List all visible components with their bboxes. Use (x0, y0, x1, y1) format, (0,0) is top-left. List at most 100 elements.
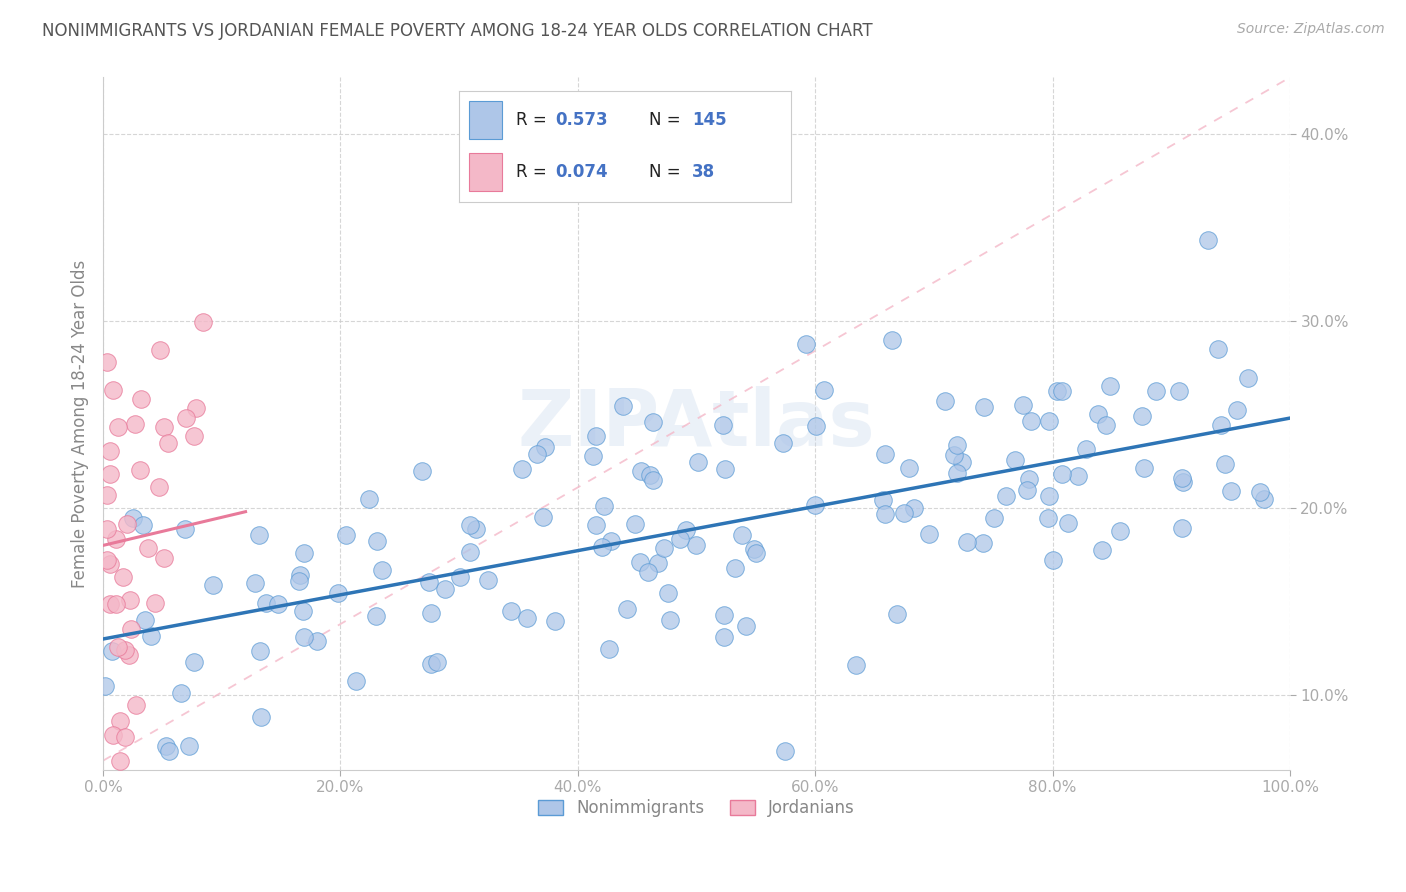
Point (804, 418, 827, 433)
Point (875, 507, 897, 521)
Point (104, 598, 127, 612)
Point (132, 518, 155, 533)
Point (1050, 384, 1073, 398)
Point (893, 506, 915, 520)
Point (458, 518, 481, 533)
Point (153, 551, 176, 566)
Point (426, 655, 449, 669)
Point (516, 611, 538, 625)
Point (371, 563, 394, 577)
Text: NONIMMIGRANTS VS JORDANIAN FEMALE POVERTY AMONG 18-24 YEAR OLDS CORRELATION CHAR: NONIMMIGRANTS VS JORDANIAN FEMALE POVERT… (42, 22, 873, 40)
Point (886, 607, 908, 621)
Point (124, 417, 146, 431)
Point (98, 467, 121, 482)
Point (115, 517, 138, 532)
Point (873, 447, 896, 461)
Point (526, 447, 548, 461)
Point (186, 401, 208, 415)
Point (287, 574, 309, 588)
Point (100, 597, 122, 611)
Point (153, 419, 176, 434)
Point (652, 541, 675, 555)
Point (946, 466, 969, 480)
Point (1095, 417, 1118, 432)
Point (1046, 384, 1069, 398)
Point (156, 436, 179, 450)
Point (713, 631, 735, 645)
Point (724, 561, 747, 575)
Point (107, 640, 129, 655)
Point (1087, 407, 1109, 421)
Point (647, 556, 669, 570)
Point (1206, 343, 1229, 357)
Point (544, 615, 567, 629)
Point (155, 739, 177, 753)
Point (458, 544, 481, 558)
Point (1253, 491, 1275, 506)
Point (104, 533, 127, 547)
Point (804, 498, 827, 512)
Point (449, 570, 471, 584)
Point (1219, 484, 1241, 499)
Point (711, 417, 734, 432)
Point (973, 401, 995, 415)
Point (641, 416, 664, 430)
Point (1171, 521, 1194, 535)
Point (898, 460, 921, 475)
Point (118, 593, 141, 607)
Point (1056, 516, 1078, 531)
Point (956, 535, 979, 549)
Point (247, 528, 270, 542)
Point (143, 596, 166, 610)
Point (292, 546, 315, 560)
Point (157, 744, 180, 758)
Point (598, 641, 620, 656)
Point (292, 631, 315, 645)
Point (1197, 233, 1219, 247)
Point (1167, 384, 1189, 398)
Point (183, 429, 205, 443)
Point (994, 489, 1017, 503)
Point (1038, 511, 1060, 525)
Point (307, 633, 329, 648)
Point (845, 658, 868, 673)
Point (591, 540, 613, 554)
Point (1021, 414, 1043, 428)
Point (1109, 524, 1132, 538)
Point (918, 527, 941, 541)
Point (1018, 473, 1040, 487)
Point (1011, 398, 1033, 412)
Point (972, 535, 994, 549)
Point (734, 619, 756, 633)
Point (138, 541, 160, 556)
Point (117, 648, 139, 662)
Y-axis label: Female Poverty Among 18-24 Year Olds: Female Poverty Among 18-24 Year Olds (72, 260, 89, 588)
Point (641, 473, 664, 487)
Point (934, 394, 956, 409)
Point (499, 604, 522, 618)
Point (245, 576, 267, 591)
Point (796, 336, 818, 351)
Point (1171, 475, 1194, 489)
Point (267, 597, 290, 611)
Point (464, 522, 486, 536)
Point (357, 492, 380, 507)
Point (149, 343, 172, 357)
Point (191, 315, 214, 329)
Point (950, 455, 973, 469)
Point (114, 730, 136, 744)
Point (872, 493, 894, 508)
Point (128, 463, 150, 477)
Point (1237, 371, 1260, 385)
Point (637, 566, 659, 580)
Point (616, 601, 638, 615)
Point (121, 510, 143, 524)
Point (183, 656, 205, 670)
Point (658, 613, 681, 627)
Point (148, 480, 170, 494)
Point (943, 448, 966, 462)
Point (111, 570, 134, 584)
Point (366, 533, 388, 548)
Point (772, 436, 794, 450)
Point (983, 511, 1005, 525)
